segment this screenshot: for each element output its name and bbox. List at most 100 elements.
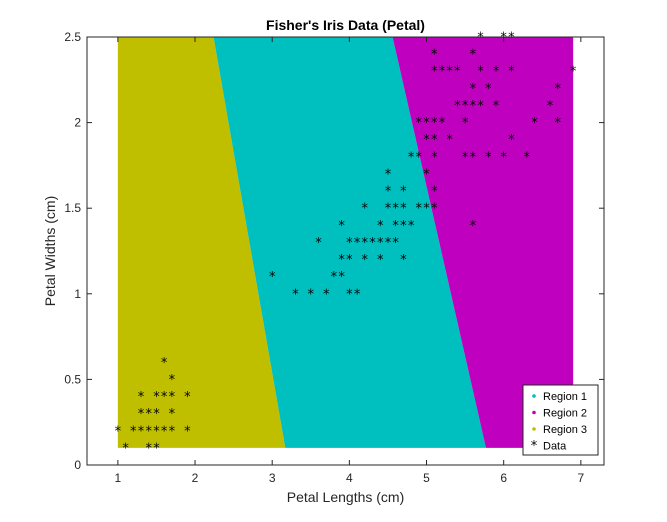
data-point: * bbox=[431, 185, 438, 200]
data-point: * bbox=[470, 99, 477, 114]
data-point: * bbox=[477, 99, 484, 114]
legend: Region 1 Region 2 Region 3 * Data bbox=[522, 384, 599, 456]
data-point: * bbox=[169, 373, 176, 388]
data-point: * bbox=[462, 99, 469, 114]
y-tick-label: 2 bbox=[74, 116, 81, 130]
data-point: * bbox=[570, 65, 577, 80]
data-point: * bbox=[392, 202, 399, 217]
data-point: * bbox=[385, 202, 392, 217]
legend-marker bbox=[532, 410, 536, 415]
y-tick-label: 2.5 bbox=[64, 30, 81, 44]
data-point: * bbox=[315, 236, 322, 251]
data-point: * bbox=[493, 99, 500, 114]
data-point: * bbox=[145, 424, 152, 439]
data-point: * bbox=[454, 65, 461, 80]
data-point: * bbox=[431, 65, 438, 80]
data-point: * bbox=[385, 167, 392, 182]
data-point: * bbox=[508, 31, 515, 46]
data-point: * bbox=[485, 82, 492, 97]
data-point: * bbox=[454, 99, 461, 114]
data-point: * bbox=[470, 48, 477, 63]
data-point: * bbox=[369, 236, 376, 251]
data-point: * bbox=[439, 65, 446, 80]
data-point: * bbox=[439, 116, 446, 131]
data-point: * bbox=[423, 116, 430, 131]
data-point: * bbox=[446, 65, 453, 80]
data-point: * bbox=[161, 424, 168, 439]
data-point: * bbox=[385, 185, 392, 200]
legend-marker bbox=[532, 394, 536, 398]
x-tick-label: 5 bbox=[423, 471, 430, 485]
data-point: * bbox=[431, 133, 438, 148]
legend-label: Region 3 bbox=[543, 424, 587, 436]
data-point: * bbox=[161, 356, 168, 371]
data-point: * bbox=[346, 236, 353, 251]
legend-label: Data bbox=[543, 441, 567, 453]
data-point: * bbox=[362, 253, 369, 268]
data-point: * bbox=[153, 441, 160, 456]
data-point: * bbox=[400, 219, 407, 234]
y-tick-label: 0 bbox=[74, 458, 81, 472]
data-point: * bbox=[554, 82, 561, 97]
data-point: * bbox=[470, 150, 477, 165]
y-tick-label: 1.5 bbox=[64, 201, 81, 215]
decision-regions bbox=[117, 37, 574, 448]
data-point: * bbox=[554, 116, 561, 131]
data-point: * bbox=[184, 424, 191, 439]
data-point: * bbox=[362, 202, 369, 217]
chart-title: Fisher's Iris Data (Petal) bbox=[266, 17, 425, 33]
data-point: * bbox=[122, 441, 129, 456]
x-tick-label: 4 bbox=[346, 471, 353, 485]
data-point: * bbox=[423, 202, 430, 217]
data-point: * bbox=[416, 150, 423, 165]
region-1 bbox=[213, 37, 486, 448]
data-point: * bbox=[153, 407, 160, 422]
data-point: * bbox=[400, 202, 407, 217]
data-point: * bbox=[362, 236, 369, 251]
data-point: * bbox=[400, 253, 407, 268]
data-point: * bbox=[431, 202, 438, 217]
data-point: * bbox=[408, 219, 415, 234]
region-2 bbox=[392, 37, 574, 448]
data-point: * bbox=[400, 185, 407, 200]
data-point: * bbox=[169, 424, 176, 439]
data-point: * bbox=[346, 287, 353, 302]
data-point: * bbox=[477, 31, 484, 46]
data-point: * bbox=[184, 390, 191, 405]
data-point: * bbox=[338, 219, 345, 234]
region-3 bbox=[117, 37, 286, 448]
data-points: *** * * * * * ** ** * * ** * * * ***** * * * ** *** * * * ** * * *… bbox=[115, 31, 577, 457]
data-point: * bbox=[500, 150, 507, 165]
y-axis-label: Petal Widths (cm) bbox=[42, 196, 58, 306]
data-point: * bbox=[292, 287, 299, 302]
legend-marker bbox=[532, 427, 536, 431]
data-point: * bbox=[423, 133, 430, 148]
axis-ticks: 1 2 3 4 5 6 7 0 0.5 1 1.5 2 2.5 bbox=[64, 30, 604, 485]
data-point: * bbox=[145, 441, 152, 456]
data-point: * bbox=[138, 407, 145, 422]
data-point: * bbox=[431, 116, 438, 131]
data-point: * bbox=[392, 236, 399, 251]
x-tick-label: 3 bbox=[269, 471, 276, 485]
data-point: * bbox=[153, 390, 160, 405]
data-point: * bbox=[169, 407, 176, 422]
legend-label: Region 2 bbox=[543, 408, 587, 420]
data-point: * bbox=[354, 236, 361, 251]
data-point: * bbox=[470, 219, 477, 234]
data-point: * bbox=[377, 219, 384, 234]
data-point: * bbox=[446, 133, 453, 148]
data-point: * bbox=[331, 270, 338, 285]
data-point: * bbox=[416, 116, 423, 131]
data-point: * bbox=[138, 390, 145, 405]
data-point: * bbox=[145, 407, 152, 422]
data-point: * bbox=[323, 287, 330, 302]
data-point: * bbox=[130, 424, 137, 439]
x-tick-label: 7 bbox=[578, 471, 585, 485]
data-point: * bbox=[377, 253, 384, 268]
x-tick-label: 1 bbox=[115, 471, 122, 485]
data-point: * bbox=[138, 424, 145, 439]
data-point: * bbox=[338, 253, 345, 268]
y-tick-label: 1 bbox=[74, 287, 81, 301]
x-axis-label: Petal Lengths (cm) bbox=[287, 489, 405, 505]
data-point: * bbox=[161, 390, 168, 405]
